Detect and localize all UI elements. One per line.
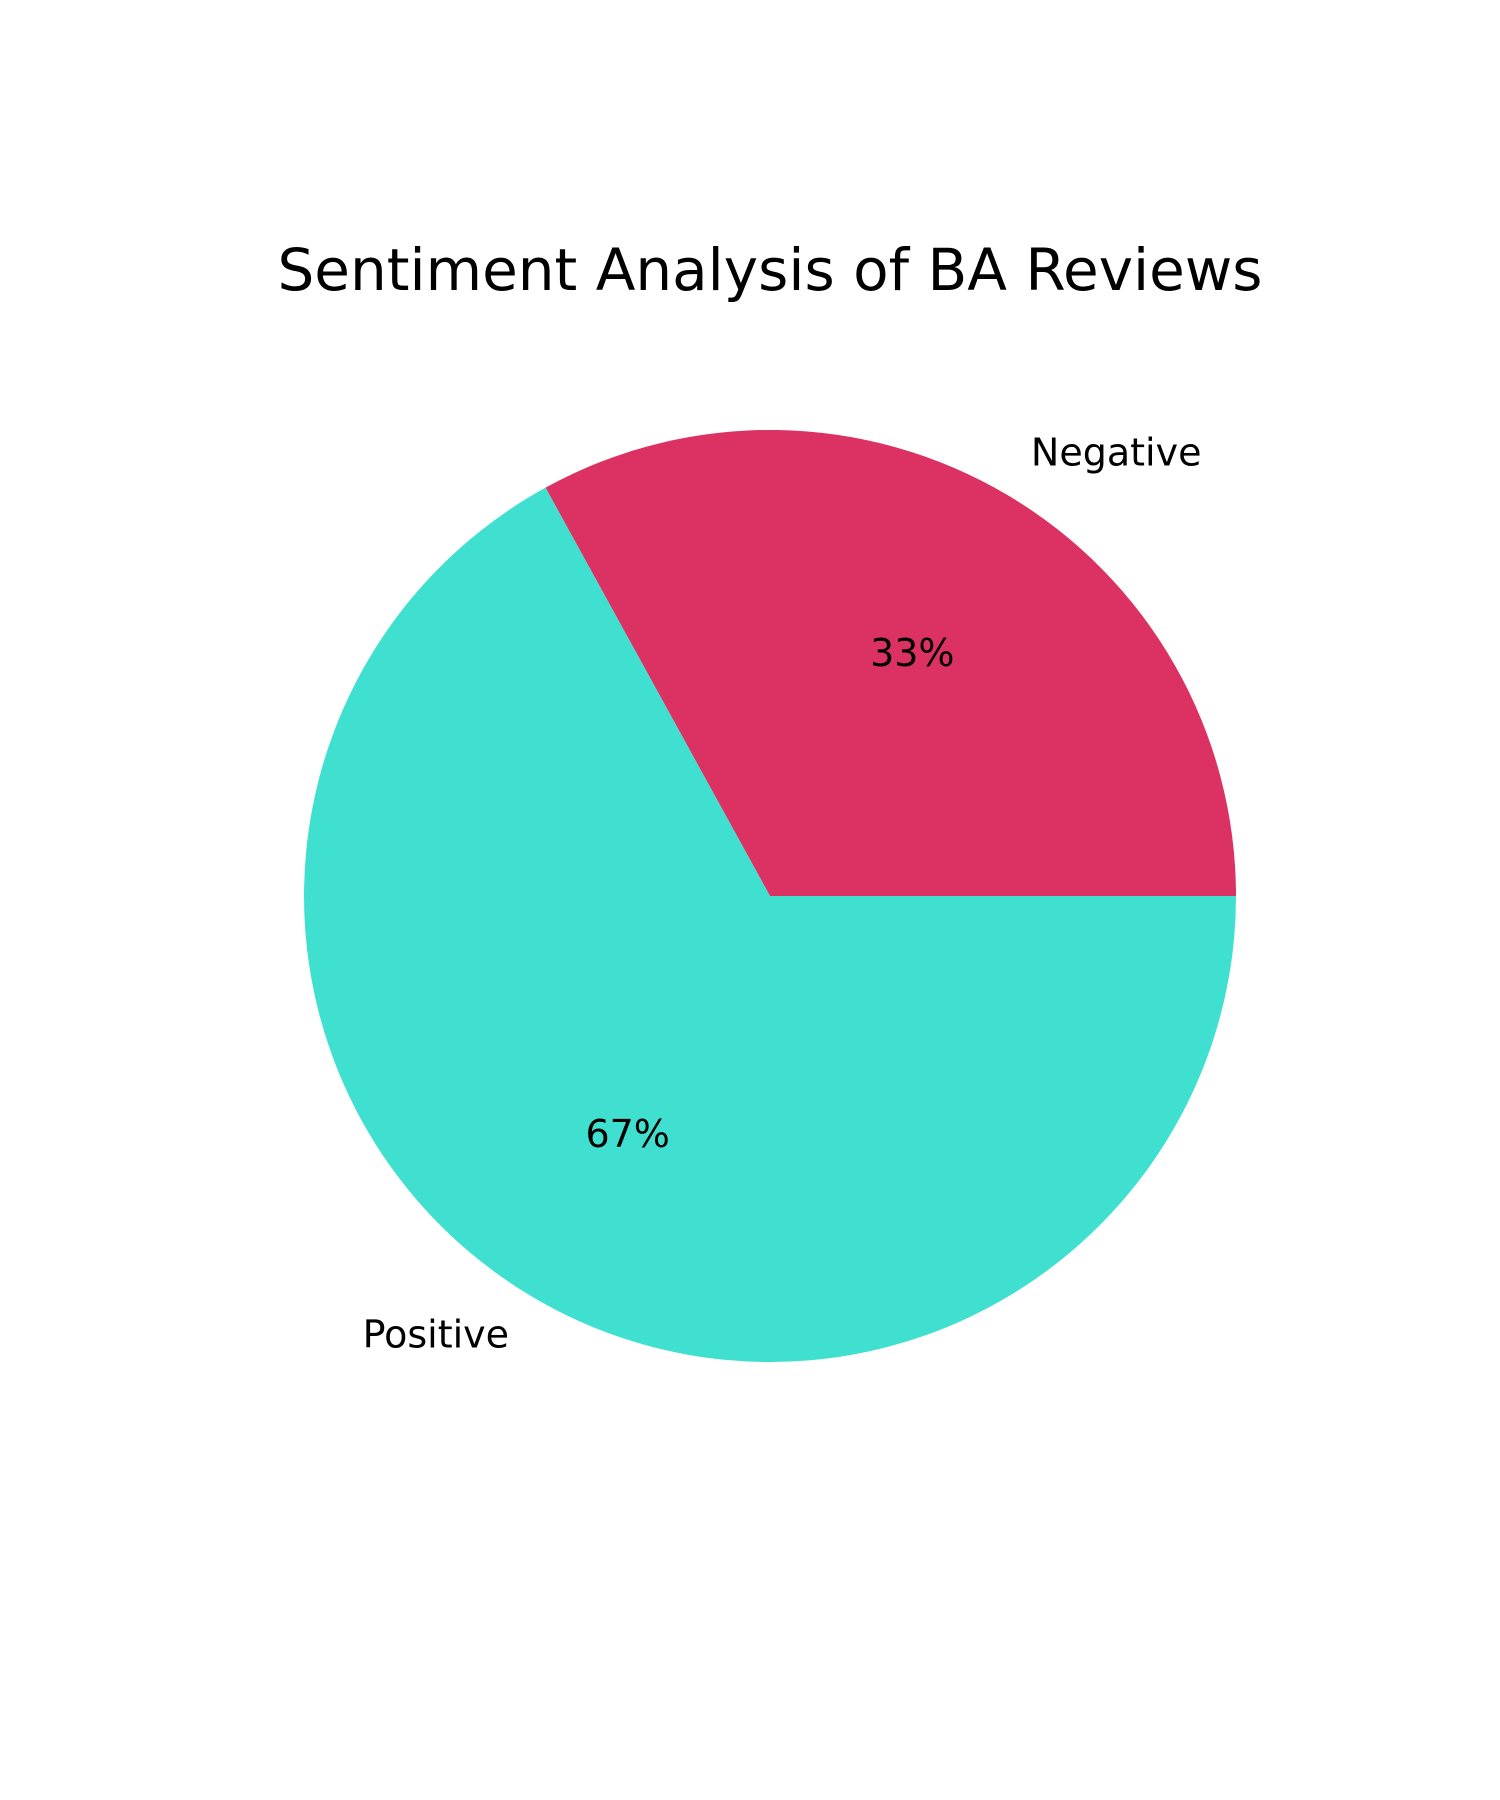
pie-slice-positive (304, 487, 1237, 1362)
percent-label-negative: 33% (870, 631, 954, 675)
pie-slices (304, 430, 1237, 1362)
slice-label-negative: Negative (1031, 430, 1202, 474)
slice-label-positive: Positive (363, 1313, 510, 1357)
pie-slice-negative (545, 430, 1236, 896)
percent-label-positive: 67% (585, 1112, 669, 1156)
pie-labels: Negative 33% Positive 67% (363, 430, 1202, 1356)
chart-title: Sentiment Analysis of BA Reviews (277, 236, 1262, 304)
